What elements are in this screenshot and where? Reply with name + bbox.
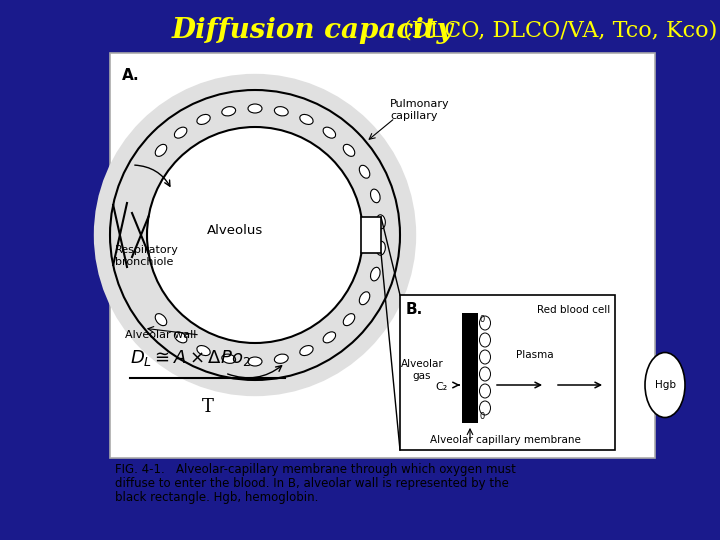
Ellipse shape (156, 314, 167, 326)
Text: Diffusion capacity: Diffusion capacity (172, 17, 454, 44)
Ellipse shape (359, 292, 370, 305)
Text: Pulmonary
capillary: Pulmonary capillary (390, 99, 449, 121)
Ellipse shape (480, 350, 490, 364)
Ellipse shape (371, 189, 380, 202)
Circle shape (147, 127, 363, 343)
Text: black rectangle. Hgb, hemoglobin.: black rectangle. Hgb, hemoglobin. (115, 491, 318, 504)
Ellipse shape (300, 346, 313, 355)
Ellipse shape (248, 104, 262, 113)
Text: B.: B. (406, 301, 423, 316)
Text: A.: A. (122, 68, 140, 83)
Text: Alveolar wall: Alveolar wall (125, 330, 197, 340)
Ellipse shape (300, 114, 313, 124)
Ellipse shape (274, 106, 288, 116)
Ellipse shape (323, 127, 336, 138)
Ellipse shape (480, 333, 490, 347)
Text: C₂: C₂ (436, 382, 448, 392)
Ellipse shape (248, 357, 262, 366)
Text: Hgb: Hgb (654, 380, 675, 390)
Ellipse shape (343, 314, 355, 326)
Text: FIG. 4-1.   Alveolar-capillary membrane through which oxygen must: FIG. 4-1. Alveolar-capillary membrane th… (115, 463, 516, 476)
Ellipse shape (645, 353, 685, 417)
Ellipse shape (174, 127, 187, 138)
Ellipse shape (222, 106, 235, 116)
Ellipse shape (377, 215, 385, 229)
Text: 0: 0 (479, 315, 485, 324)
Ellipse shape (323, 332, 336, 343)
Text: Respiratory
bronchiole: Respiratory bronchiole (115, 245, 179, 267)
Bar (462, 313, 478, 423)
Ellipse shape (274, 354, 288, 363)
Text: Alveolar capillary membrane: Alveolar capillary membrane (430, 435, 580, 445)
Ellipse shape (359, 165, 370, 178)
Ellipse shape (480, 401, 490, 415)
Bar (400, 295, 615, 450)
Ellipse shape (156, 144, 167, 157)
Ellipse shape (480, 384, 490, 398)
Ellipse shape (197, 346, 210, 355)
Ellipse shape (480, 367, 490, 381)
Text: $\mathit{D}_L \cong A \times \Delta Po_2$: $\mathit{D}_L \cong A \times \Delta Po_2… (130, 348, 251, 368)
Bar (361, 217, 381, 253)
Text: Alveolus: Alveolus (207, 224, 263, 237)
Ellipse shape (377, 241, 385, 255)
Ellipse shape (222, 354, 235, 363)
Text: (DLCO, DLCO/VA, Tco, Kco): (DLCO, DLCO/VA, Tco, Kco) (396, 19, 717, 41)
Ellipse shape (343, 144, 355, 157)
Text: diffuse to enter the blood. In B, alveolar wall is represented by the: diffuse to enter the blood. In B, alveol… (115, 477, 509, 490)
Text: T: T (202, 398, 214, 416)
Ellipse shape (197, 114, 210, 124)
Text: Plasma: Plasma (516, 350, 554, 360)
Ellipse shape (174, 332, 187, 343)
Text: 0: 0 (479, 412, 485, 421)
Text: Red blood cell: Red blood cell (536, 305, 610, 315)
Ellipse shape (371, 267, 380, 281)
Text: Alveolar
gas: Alveolar gas (400, 359, 444, 381)
Bar (110, 53, 655, 458)
Ellipse shape (480, 316, 490, 330)
